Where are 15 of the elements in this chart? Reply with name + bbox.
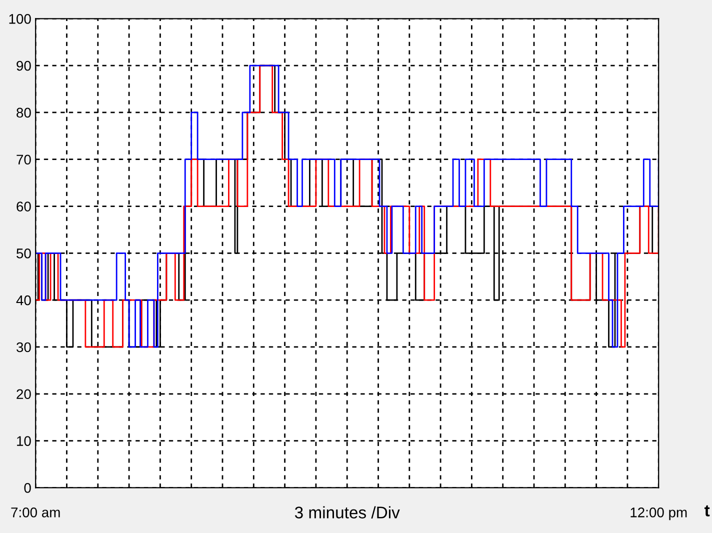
y-tick-label: 90 — [16, 60, 31, 71]
y-tick-label: 100 — [9, 14, 31, 24]
y-tick-label: 80 — [16, 108, 31, 118]
y-tick-label: 40 — [16, 295, 31, 306]
y-tick-label: 0 — [24, 483, 31, 493]
y-tick-label: 70 — [16, 154, 31, 165]
y-tick-label: 60 — [16, 202, 31, 212]
x-axis-title: 3 minutes /Div — [294, 506, 400, 518]
x-tick-label: 7:00 am — [11, 508, 60, 518]
y-tick-label: 30 — [16, 342, 31, 352]
y-tick-label: 10 — [17, 436, 31, 446]
text: t — [704, 505, 710, 516]
x-tick-label: 12:00 pm — [630, 508, 687, 520]
y-tick-label: 50 — [16, 248, 31, 258]
y-tick-label: 20 — [16, 389, 31, 400]
